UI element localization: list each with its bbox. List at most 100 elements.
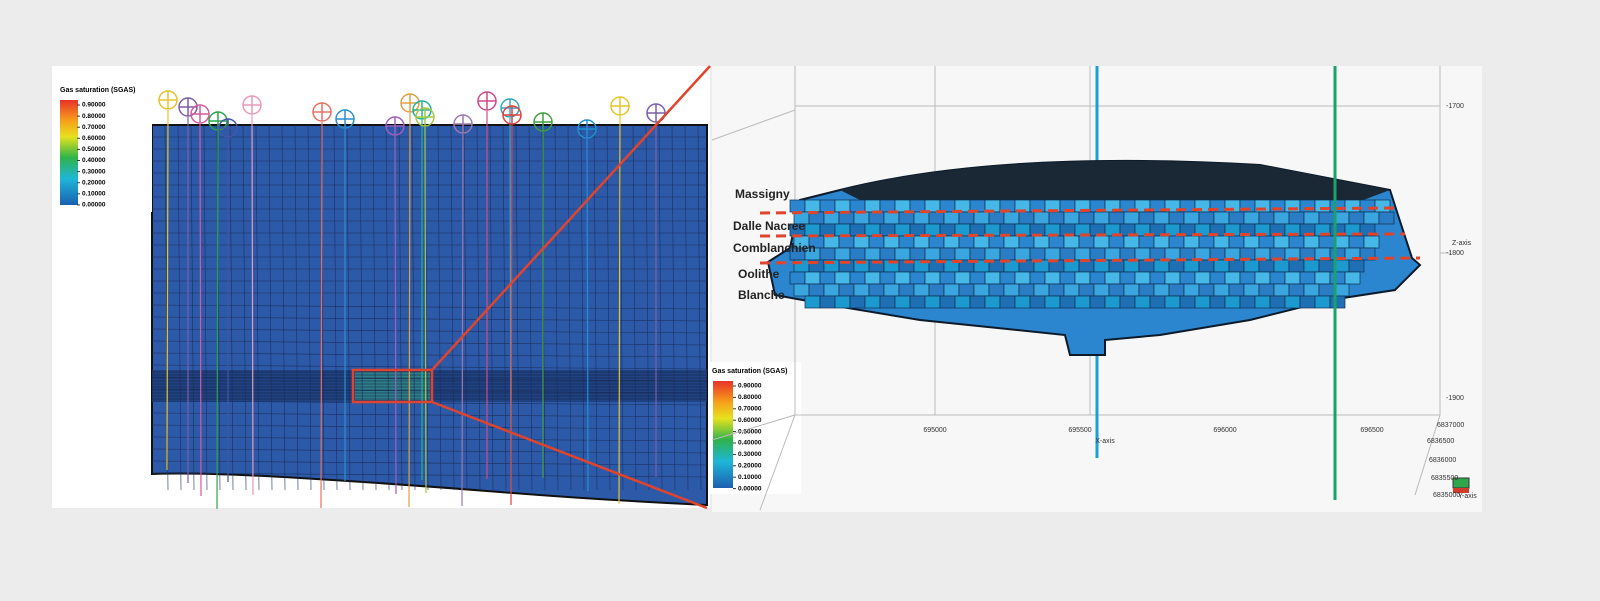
grid-line [151, 340, 708, 346]
cell [1029, 295, 1046, 309]
cell [973, 235, 990, 249]
cell [1044, 271, 1061, 285]
cell [864, 247, 881, 261]
cell [988, 283, 1005, 297]
cell [939, 295, 956, 309]
cell [1318, 259, 1335, 273]
colorbar-tick-label: 0.50000 [738, 428, 762, 435]
cell [909, 295, 926, 309]
cell [1078, 283, 1095, 297]
cell [1108, 259, 1125, 273]
orientation-cube [1453, 488, 1469, 493]
cell [1363, 211, 1380, 225]
colorbar-ticks: 0.90000 0.80000 0.70000 0.60000 0.50000 0.400… [77, 102, 106, 209]
cell [1243, 259, 1260, 273]
horizon-lines [759, 206, 1421, 265]
grid-line [437, 124, 442, 491]
cell [864, 271, 881, 285]
y-axis-label: Y-axis [1458, 493, 1477, 500]
cell [1018, 211, 1035, 225]
cell [1378, 211, 1395, 225]
cell [1288, 235, 1305, 249]
cell [1153, 211, 1170, 225]
cell [864, 199, 881, 213]
cell [1183, 211, 1200, 225]
colorbar [713, 381, 733, 488]
cell [894, 247, 911, 261]
cell [849, 295, 866, 309]
cell [819, 223, 836, 237]
cell [879, 271, 896, 285]
cell [1164, 271, 1181, 285]
cell [939, 271, 956, 285]
well-head [647, 104, 665, 122]
cell [1168, 259, 1185, 273]
cell [1288, 259, 1305, 273]
well [199, 123, 202, 497]
cell [1168, 283, 1185, 297]
cell [1074, 247, 1091, 261]
cell [1089, 271, 1106, 285]
cell [1134, 247, 1151, 261]
colorbar-tick-label: 0.10000 [738, 474, 762, 481]
cell [1299, 199, 1316, 213]
well-head [611, 97, 629, 115]
grid-line [151, 304, 708, 310]
cell [1258, 259, 1275, 273]
cell [954, 295, 971, 309]
horizon-label: Oolithe Blanche [738, 267, 785, 302]
cell [1093, 283, 1110, 297]
grid-line [658, 124, 663, 491]
grid-line [268, 124, 273, 491]
cell [819, 295, 836, 309]
well-head [336, 110, 354, 128]
grid-line [151, 388, 708, 394]
cell [958, 235, 975, 249]
cell [834, 295, 851, 309]
colorbar-title: Gas saturation (SGAS) [712, 368, 787, 375]
cell [1044, 295, 1061, 309]
well [216, 130, 219, 510]
cell [973, 283, 990, 297]
well-head [313, 103, 331, 121]
zoom-line [431, 65, 711, 371]
grid-line [385, 124, 390, 491]
cell [834, 199, 851, 213]
colorbar-tick-label: 0.70000 [82, 124, 106, 131]
cell [1329, 295, 1346, 309]
grid-line [554, 124, 559, 491]
cell [1183, 259, 1200, 273]
grid-line [307, 124, 312, 491]
cell [1123, 211, 1140, 225]
cell [1269, 295, 1286, 309]
cell [823, 283, 840, 297]
cell [999, 247, 1016, 261]
cell [1314, 295, 1331, 309]
cell [1254, 271, 1271, 285]
y-tick-label: 6835500 [1431, 475, 1458, 482]
colorbar-title: Gas saturation (SGAS) [60, 87, 135, 94]
well [510, 124, 513, 506]
cell [898, 283, 915, 297]
cell [849, 247, 866, 261]
grid-line [632, 124, 637, 491]
cell [1179, 295, 1196, 309]
cell [1153, 283, 1170, 297]
cell [1059, 271, 1076, 285]
cell [913, 283, 930, 297]
cell [879, 247, 896, 261]
colorbar-tick-label: 0.20000 [738, 463, 762, 470]
cell [924, 295, 941, 309]
well-head [534, 113, 552, 131]
colorbar-tick-label: 0.20000 [82, 179, 106, 186]
grid-line [281, 124, 286, 491]
cell [879, 199, 896, 213]
cell [1224, 295, 1241, 309]
cell [1239, 295, 1256, 309]
cell [1153, 259, 1170, 273]
cell [943, 211, 960, 225]
cell [1138, 259, 1155, 273]
cell [909, 199, 926, 213]
cell [913, 211, 930, 225]
y-tick-label: 6836500 [1427, 438, 1454, 445]
